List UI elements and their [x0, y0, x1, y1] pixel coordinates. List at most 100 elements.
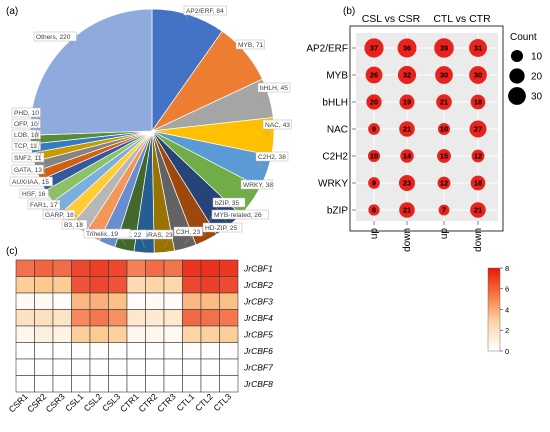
pie-label-box: [262, 119, 292, 130]
bubble-point: [397, 65, 417, 85]
pie-label-box: [11, 164, 45, 175]
heatmap-cell: [89, 292, 109, 310]
colorbar-tick-label: 8: [505, 264, 509, 273]
heatmap-cell: [34, 309, 54, 327]
colorbar-tick-label: 2: [505, 326, 509, 335]
pie-slice-label: AUX/IAA, 15: [12, 179, 49, 186]
heatmap-cell: [108, 325, 128, 343]
pie-slice-label: Dof, 22: [120, 232, 142, 239]
legend-size-marker: [510, 49, 524, 63]
legend-size-label: 20: [531, 72, 543, 83]
bubble-count-label: 20: [370, 98, 378, 107]
bubble-count-label: 39: [440, 44, 448, 53]
x-tick-label: up: [439, 228, 450, 240]
colorbar-tick-label: 6: [505, 285, 509, 294]
bubble-count-label: 21: [403, 206, 411, 215]
y-tick-label: MYB: [326, 71, 348, 82]
heatmap-cell: [126, 325, 146, 343]
bubble-count-label: 12: [440, 179, 448, 188]
bubble-point: [366, 94, 382, 110]
legend-size-marker: [508, 87, 526, 105]
heatmap-cell: [182, 358, 202, 376]
heatmap-cell: [71, 259, 91, 277]
y-tick-label: WRKY: [318, 179, 348, 190]
group-label-csl-vs-csr: CSL vs CSR: [362, 13, 421, 25]
x-tick-label: down: [473, 228, 484, 252]
heatmap-cell: [108, 309, 128, 327]
heatmap-cell: [182, 375, 202, 393]
heatmap-cell: [219, 325, 239, 343]
heatmap-column-label: CSL1: [63, 391, 85, 413]
pie-slice-label: MYB-related, 26: [214, 212, 262, 219]
bubble-point: [399, 94, 415, 110]
pie-label-box: [42, 209, 76, 220]
heatmap-cell: [108, 276, 128, 294]
pie-slice-label: LOB, 10: [14, 132, 39, 139]
y-tick-label: bHLH: [322, 98, 348, 109]
bubble-count-label: 8: [372, 206, 376, 215]
heatmap-cell: [126, 358, 146, 376]
heatmap-cell: [108, 342, 128, 360]
heatmap-cell: [108, 375, 128, 393]
heatmap-cell: [71, 292, 91, 310]
bubble-count-label: 18: [474, 98, 482, 107]
heatmap-cell: [200, 292, 220, 310]
heatmap-cell: [52, 259, 72, 277]
heatmap-cell: [182, 342, 202, 360]
heatmap-column-label: CSR2: [25, 391, 48, 414]
bubble-point: [470, 175, 486, 191]
legend-size-label: 10: [531, 52, 543, 63]
heatmap-cell: [182, 259, 202, 277]
pie-slice-label: C2H2, 38: [258, 154, 286, 161]
heatmap-cell: [145, 375, 165, 393]
panel-c-label: (c): [6, 246, 18, 257]
heatmap-cell: [34, 342, 54, 360]
heatmap-row-label: JrCBF2: [243, 280, 273, 290]
bubble-count-label: 26: [370, 71, 378, 80]
heatmap-cell: [52, 276, 72, 294]
heatmap-cell: [145, 259, 165, 277]
heatmap-row-label: JrCBF4: [243, 313, 273, 323]
heatmap-cell: [145, 342, 165, 360]
pie-slice-label: B3, 18: [64, 222, 83, 229]
bubble-point: [365, 66, 383, 84]
legend-size-label: 30: [531, 92, 543, 103]
heatmap-cell: [52, 292, 72, 310]
heatmap-cell: [89, 276, 109, 294]
panel-b-label: (b): [343, 6, 355, 17]
heatmap-cell: [200, 325, 220, 343]
heatmap-cell: [71, 309, 91, 327]
heatmap-column-label: CSL3: [100, 391, 122, 413]
heatmap-cell: [71, 358, 91, 376]
x-tick-label: down: [402, 228, 413, 252]
bubble-point: [397, 38, 417, 58]
heatmap-cell: [200, 375, 220, 393]
bubble-chart: CSL vs CSR CTL vs CTR 37 36 39 31 26 32 30 30 20…: [306, 13, 542, 252]
pie-label-box: [11, 107, 41, 118]
heatmap-cell: [145, 276, 165, 294]
heatmap-cell: [71, 325, 91, 343]
pie-leader-line: [59, 204, 71, 215]
pie-label-box: [11, 118, 41, 129]
legend-title: Count: [510, 32, 537, 43]
heatmap-cell: [34, 375, 54, 393]
heatmap-column-label: CTL2: [193, 391, 215, 413]
pie-label-box: [235, 39, 265, 50]
pie-label-box: [27, 199, 61, 210]
heatmap-cell: [15, 342, 35, 360]
bubble-count-label: 27: [474, 125, 482, 134]
y-tick-label: AP2/ERF: [306, 44, 348, 55]
heatmap-cell: [200, 358, 220, 376]
bubble-point: [364, 38, 384, 58]
heatmap-cell: [89, 358, 109, 376]
heatmap-cell: [15, 325, 35, 343]
heatmap-cell: [52, 358, 72, 376]
bubble-point: [400, 149, 414, 163]
heatmap-cell: [52, 309, 72, 327]
pie-slice-label: NAC, 43: [265, 122, 290, 129]
heatmap-cell: [182, 325, 202, 343]
heatmap-cell: [126, 342, 146, 360]
bubble-point: [399, 121, 415, 137]
pie-slice-label: GRAS, 23: [143, 232, 173, 239]
heatmap-cell: [163, 276, 183, 294]
